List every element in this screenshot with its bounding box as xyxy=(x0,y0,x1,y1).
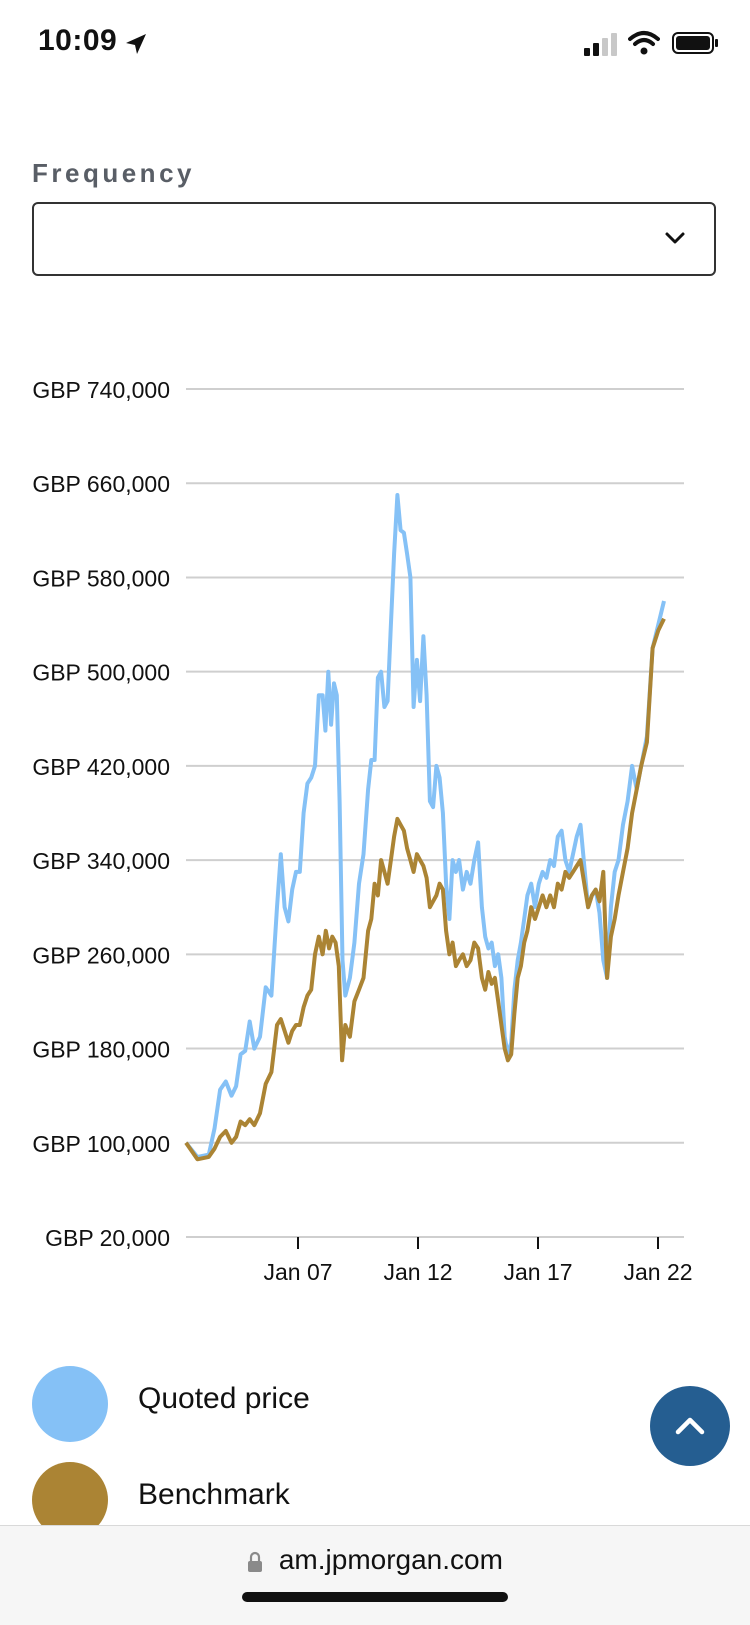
url-bar[interactable]: am.jpmorgan.com xyxy=(0,1544,750,1576)
series-line-benchmark xyxy=(184,617,666,1162)
chevron-up-icon xyxy=(675,1417,705,1435)
y-tick-label: GBP 580,000 xyxy=(32,565,170,591)
y-tick-label: GBP 340,000 xyxy=(32,848,170,874)
battery-icon xyxy=(672,32,718,54)
y-tick-label: GBP 260,000 xyxy=(32,942,170,968)
legend-label-quoted-price: Quoted price xyxy=(138,1382,310,1415)
wifi-icon xyxy=(628,31,660,55)
browser-bar: am.jpmorgan.com xyxy=(0,1525,750,1625)
y-tick-label: GBP 500,000 xyxy=(32,660,170,686)
signal-icon xyxy=(584,33,617,56)
price-chart: GBP 20,000 GBP 100,000 GBP 180,000 GBP 260,… xyxy=(32,377,692,1285)
y-tick-label: GBP 660,000 xyxy=(32,471,170,497)
lock-icon xyxy=(248,1551,263,1572)
x-tick-label: Jan 22 xyxy=(623,1259,692,1285)
status-time: 10:09 xyxy=(38,24,118,57)
x-tick-label: Jan 12 xyxy=(383,1259,452,1285)
x-tick-label: Jan 17 xyxy=(503,1259,572,1285)
frequency-select[interactable] xyxy=(32,202,716,276)
y-tick-label: GBP 740,000 xyxy=(32,377,170,403)
y-tick-label: GBP 20,000 xyxy=(45,1225,170,1251)
frequency-label: Frequency xyxy=(32,158,195,188)
y-tick-label: GBP 420,000 xyxy=(32,754,170,780)
url-text: am.jpmorgan.com xyxy=(278,1544,503,1575)
status-bar: 10:09 xyxy=(0,0,750,90)
legend-swatch-quoted-price xyxy=(32,1366,108,1442)
chevron-down-icon xyxy=(665,232,685,244)
y-tick-label: GBP 100,000 xyxy=(32,1131,170,1157)
home-indicator xyxy=(242,1592,508,1602)
series-line-quoted-price xyxy=(184,493,666,1159)
x-tick-label: Jan 07 xyxy=(263,1259,332,1285)
location-arrow-icon xyxy=(126,34,146,54)
scroll-to-top-button[interactable] xyxy=(650,1386,730,1466)
y-tick-label: GBP 180,000 xyxy=(32,1037,170,1063)
legend-label-benchmark: Benchmark xyxy=(138,1478,290,1511)
